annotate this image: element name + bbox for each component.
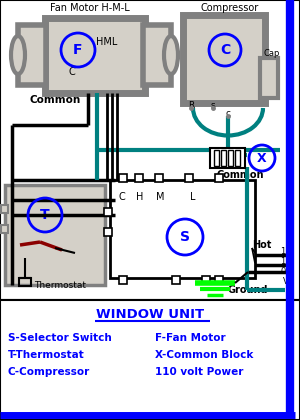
Bar	[1, 225, 8, 233]
Text: T-Thermostat: T-Thermostat	[8, 350, 85, 360]
Bar	[104, 228, 112, 236]
Bar	[0, 0, 300, 300]
Ellipse shape	[164, 36, 178, 74]
Text: F: F	[73, 43, 83, 57]
Text: M: M	[156, 192, 164, 202]
Bar	[210, 148, 245, 168]
Bar	[185, 174, 193, 182]
Text: T: T	[40, 208, 50, 222]
Text: 0: 0	[280, 268, 286, 276]
Bar	[18, 25, 46, 85]
Text: X: X	[257, 152, 267, 165]
Bar	[135, 174, 143, 182]
Ellipse shape	[11, 36, 25, 74]
Text: L: L	[190, 192, 196, 202]
Text: Compressor: Compressor	[201, 3, 259, 13]
Bar	[202, 276, 210, 284]
Text: X-Common Block: X-Common Block	[155, 350, 254, 360]
Text: Fan Motor H-M-L: Fan Motor H-M-L	[50, 3, 130, 13]
Text: s: s	[211, 102, 215, 110]
Bar	[215, 276, 223, 284]
Bar	[235, 150, 240, 166]
Bar	[221, 150, 226, 166]
Text: HML: HML	[96, 37, 118, 47]
Bar	[228, 150, 233, 166]
Bar	[119, 174, 127, 182]
Text: Common: Common	[30, 95, 81, 105]
Bar	[19, 278, 31, 286]
Bar	[260, 58, 278, 98]
Text: C: C	[220, 43, 230, 57]
Bar	[110, 180, 255, 278]
Text: Thermostat: Thermostat	[34, 281, 86, 289]
Text: 110 volt Power: 110 volt Power	[155, 367, 243, 377]
Bar	[143, 25, 171, 85]
Bar	[119, 276, 127, 284]
Text: c: c	[226, 110, 230, 118]
Text: C-Compressor: C-Compressor	[8, 367, 90, 377]
Text: R: R	[188, 102, 194, 110]
Text: S: S	[180, 230, 190, 244]
Bar	[0, 300, 300, 420]
Bar	[1, 205, 8, 213]
Text: 1: 1	[280, 257, 286, 267]
Bar	[5, 185, 105, 285]
Bar	[45, 18, 145, 93]
Bar	[155, 174, 163, 182]
Bar	[172, 276, 180, 284]
Text: Hot: Hot	[252, 240, 272, 250]
Text: C: C	[118, 192, 125, 202]
Text: C: C	[69, 67, 75, 77]
Text: Ground: Ground	[228, 285, 268, 295]
Bar	[215, 174, 223, 182]
Text: Common: Common	[216, 170, 264, 180]
Text: WINDOW UNIT: WINDOW UNIT	[96, 309, 204, 321]
Bar	[104, 208, 112, 216]
Text: S-Selector Switch: S-Selector Switch	[8, 333, 112, 343]
Text: 1: 1	[280, 247, 286, 257]
Text: F-Fan Motor: F-Fan Motor	[155, 333, 226, 343]
Bar	[214, 150, 219, 166]
Text: H: H	[136, 192, 144, 202]
Bar	[183, 15, 265, 103]
Text: Cap: Cap	[264, 48, 280, 58]
Text: V: V	[283, 278, 289, 286]
